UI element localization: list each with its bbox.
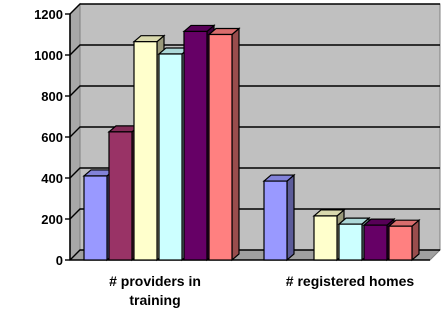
bar-front	[363, 224, 388, 261]
bar-cat2-series6	[387, 218, 421, 262]
y-tick-label-1000: 1000	[34, 48, 63, 63]
bar-cat1-series6	[207, 27, 241, 262]
bar-front	[158, 53, 183, 261]
bar-front	[263, 180, 288, 261]
gridline-800	[69, 85, 440, 97]
bar-front	[338, 223, 363, 261]
bar-front	[208, 33, 233, 261]
bar-side	[231, 27, 240, 262]
gridline-600	[69, 126, 440, 138]
bar-front	[133, 41, 158, 261]
x-category-label-2-line-1: # registered homes	[286, 273, 415, 289]
gridline-200	[69, 208, 440, 220]
x-category-label-1-line-1: # providers in	[109, 273, 201, 289]
y-tick-label-200: 200	[41, 212, 63, 227]
bar-cat2-series1	[262, 173, 296, 262]
y-tick-label-1200: 1200	[34, 7, 63, 22]
bar-side	[411, 218, 420, 262]
bar-front	[108, 131, 133, 261]
bar-front	[183, 30, 208, 261]
y-tick-label-0: 0	[56, 253, 63, 268]
bar-front	[83, 175, 108, 261]
y-tick-label-800: 800	[41, 89, 63, 104]
bar-front	[388, 225, 413, 261]
y-tick-label-600: 600	[41, 130, 63, 145]
labels: 0 200 400 600 800 1000 1200 # providers in train…	[34, 7, 414, 308]
gridlines	[69, 3, 440, 261]
bars	[82, 24, 421, 262]
bar-front	[313, 215, 338, 261]
gridline-1000	[69, 44, 440, 56]
gridline-400	[69, 167, 440, 179]
x-category-label-1-line-2: training	[129, 292, 180, 308]
gridline-1200	[69, 3, 440, 15]
y-tick-label-400: 400	[41, 171, 63, 186]
bar-side	[286, 173, 295, 262]
